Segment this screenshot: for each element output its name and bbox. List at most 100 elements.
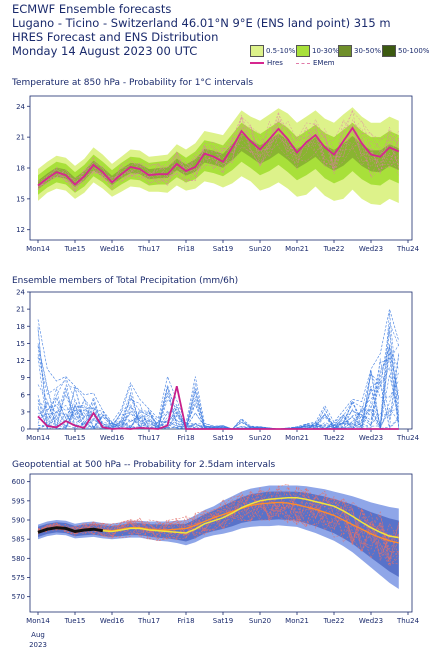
y-tick-label: 585: [12, 536, 25, 544]
hres-label: Hres: [267, 59, 283, 67]
header-line-3: HRES Forecast and ENS Distribution: [12, 30, 219, 44]
ensemble-member-line: [37, 114, 400, 186]
temperature-group: 12 15 18 21 24 Mon14 Tue15 Wed16 Thu17 Fri18 Sat19…: [16, 95, 420, 253]
emem-line-swatch: [296, 62, 310, 64]
y-tick-label: 21: [16, 134, 25, 142]
x-tick-label: Mon21: [285, 245, 309, 253]
ensemble-member-line: [37, 111, 399, 189]
temperature-panel-title: Temperature at 850 hPa - Probability for…: [12, 78, 254, 88]
y-tick-label: 570: [12, 593, 25, 601]
x-tick-label: Mon21: [285, 617, 309, 625]
header-line-2: Lugano - Ticino - Switzerland 46.01°N 9°…: [12, 16, 391, 30]
legend-hres: Hres: [250, 59, 283, 67]
x-tick-label: Wed23: [359, 434, 383, 442]
ensemble-member-line: [37, 488, 400, 544]
x-tick-label: Thu24: [396, 617, 420, 625]
legend-swatch: [382, 45, 396, 57]
y-tick-label: 18: [16, 165, 25, 173]
ensemble-member-line: [37, 346, 400, 430]
x-tick-label: Thu24: [396, 434, 420, 442]
y-tick-label: 6: [21, 391, 26, 399]
x-tick-label: Fri18: [177, 434, 194, 442]
y-tick-label: 9: [21, 374, 25, 382]
ensemble-member-line: [37, 117, 400, 189]
x-tick-label: Sat19: [213, 434, 233, 442]
x-tick-label: Thu24: [396, 245, 420, 253]
header-line-4: Monday 14 August 2023 00 UTC: [12, 44, 198, 58]
x-tick-label: Sat19: [213, 245, 233, 253]
y-tick-label: 15: [16, 340, 25, 348]
legend-item-1: 10-30%: [296, 45, 339, 57]
legend-swatch: [296, 45, 310, 57]
x-tick-label: Tue15: [64, 434, 86, 442]
ensemble-member-line: [37, 371, 400, 430]
x-tick-label: Thu17: [137, 434, 160, 442]
header-line-1: ECMWF Ensemble forecasts: [12, 2, 172, 16]
legend-item-3: 50-100%: [382, 45, 429, 57]
x-tick-label: Wed16: [100, 617, 125, 625]
x-tick-label: Mon14: [26, 434, 50, 442]
legend-item-2: 30-50%: [338, 45, 381, 57]
y-tick-label: 15: [16, 195, 25, 203]
ensemble-member-line: [37, 312, 400, 430]
y-tick-label: 12: [16, 226, 25, 234]
x-tick-label: Tue15: [64, 617, 86, 625]
y-tick-label: 12: [16, 357, 25, 365]
geopotential-panel-title: Geopotential at 500 hPa -- Probability f…: [12, 460, 276, 470]
ensemble-member-line: [37, 486, 400, 561]
emem-label: EMem: [313, 59, 335, 67]
ensemble-member-line: [37, 485, 399, 552]
ensemble-member-line: [37, 346, 400, 430]
hres-line: [37, 385, 399, 430]
x-tick-label: Fri18: [177, 617, 194, 625]
x-tick-label: Mon14: [26, 617, 50, 625]
x-year-label: 2023: [29, 641, 47, 648]
y-tick-label: 24: [16, 103, 25, 111]
y-tick-label: 3: [21, 408, 25, 416]
x-tick-label: Fri18: [177, 245, 194, 253]
geopotential-frame: [29, 473, 413, 613]
prob-band-inner: [38, 491, 399, 577]
x-tick-label: Wed23: [359, 245, 383, 253]
y-tick-label: 575: [12, 574, 25, 582]
legend-label: 10-30%: [312, 47, 339, 55]
x-tick-label: Wed23: [359, 617, 383, 625]
ensemble-member-line: [37, 117, 400, 191]
prob-band-30-50: [38, 133, 399, 190]
ensemble-member-line: [37, 380, 400, 430]
precipitation-group: 0 3 6 9 12 15 18 21 24 Mon14 Tue15 Wed16 Thu17 Fri18 S…: [16, 289, 419, 443]
precipitation-panel-title: Ensemble members of Total Precipitation …: [12, 276, 239, 286]
ensemble-member-line: [37, 322, 400, 430]
analysis-line: [37, 526, 104, 534]
x-tick-label: Mon21: [285, 434, 309, 442]
geopotential-group: 570 575 580 585 590 595 600 Mon14 Tue15 Wed16 Thu1…: [12, 473, 420, 648]
legend-emem: EMem: [296, 59, 335, 67]
hres-line: [37, 126, 400, 187]
ensemble-member-line: [37, 487, 399, 550]
y-tick-label: 600: [12, 478, 25, 486]
ensemble-max-line: [37, 309, 400, 430]
x-tick-label: Sun20: [249, 434, 271, 442]
ensemble-member-line: [37, 126, 400, 192]
legend-swatch: [338, 45, 352, 57]
y-tick-label: 21: [16, 306, 25, 314]
x-tick-label: Tue22: [323, 434, 345, 442]
x-month-label: Aug: [31, 631, 45, 639]
legend-item-0: 0.5-10%: [250, 45, 295, 57]
ensemble-member-line: [37, 122, 399, 190]
y-tick-label: 590: [12, 517, 25, 525]
ensemble-member-line: [37, 491, 400, 562]
x-tick-label: Sun20: [249, 245, 271, 253]
ensemble-member-line: [37, 326, 400, 430]
y-tick-label: 18: [16, 323, 25, 331]
y-tick-label: 0: [21, 426, 25, 434]
x-tick-label: Thu17: [137, 617, 160, 625]
y-tick-label: 580: [12, 555, 25, 563]
x-tick-label: Wed16: [100, 245, 125, 253]
x-tick-label: Tue15: [64, 245, 86, 253]
legend-label: 0.5-10%: [266, 47, 296, 55]
x-tick-label: Tue22: [323, 245, 345, 253]
ensemble-member-line: [37, 352, 400, 430]
x-tick-label: Tue22: [323, 617, 345, 625]
